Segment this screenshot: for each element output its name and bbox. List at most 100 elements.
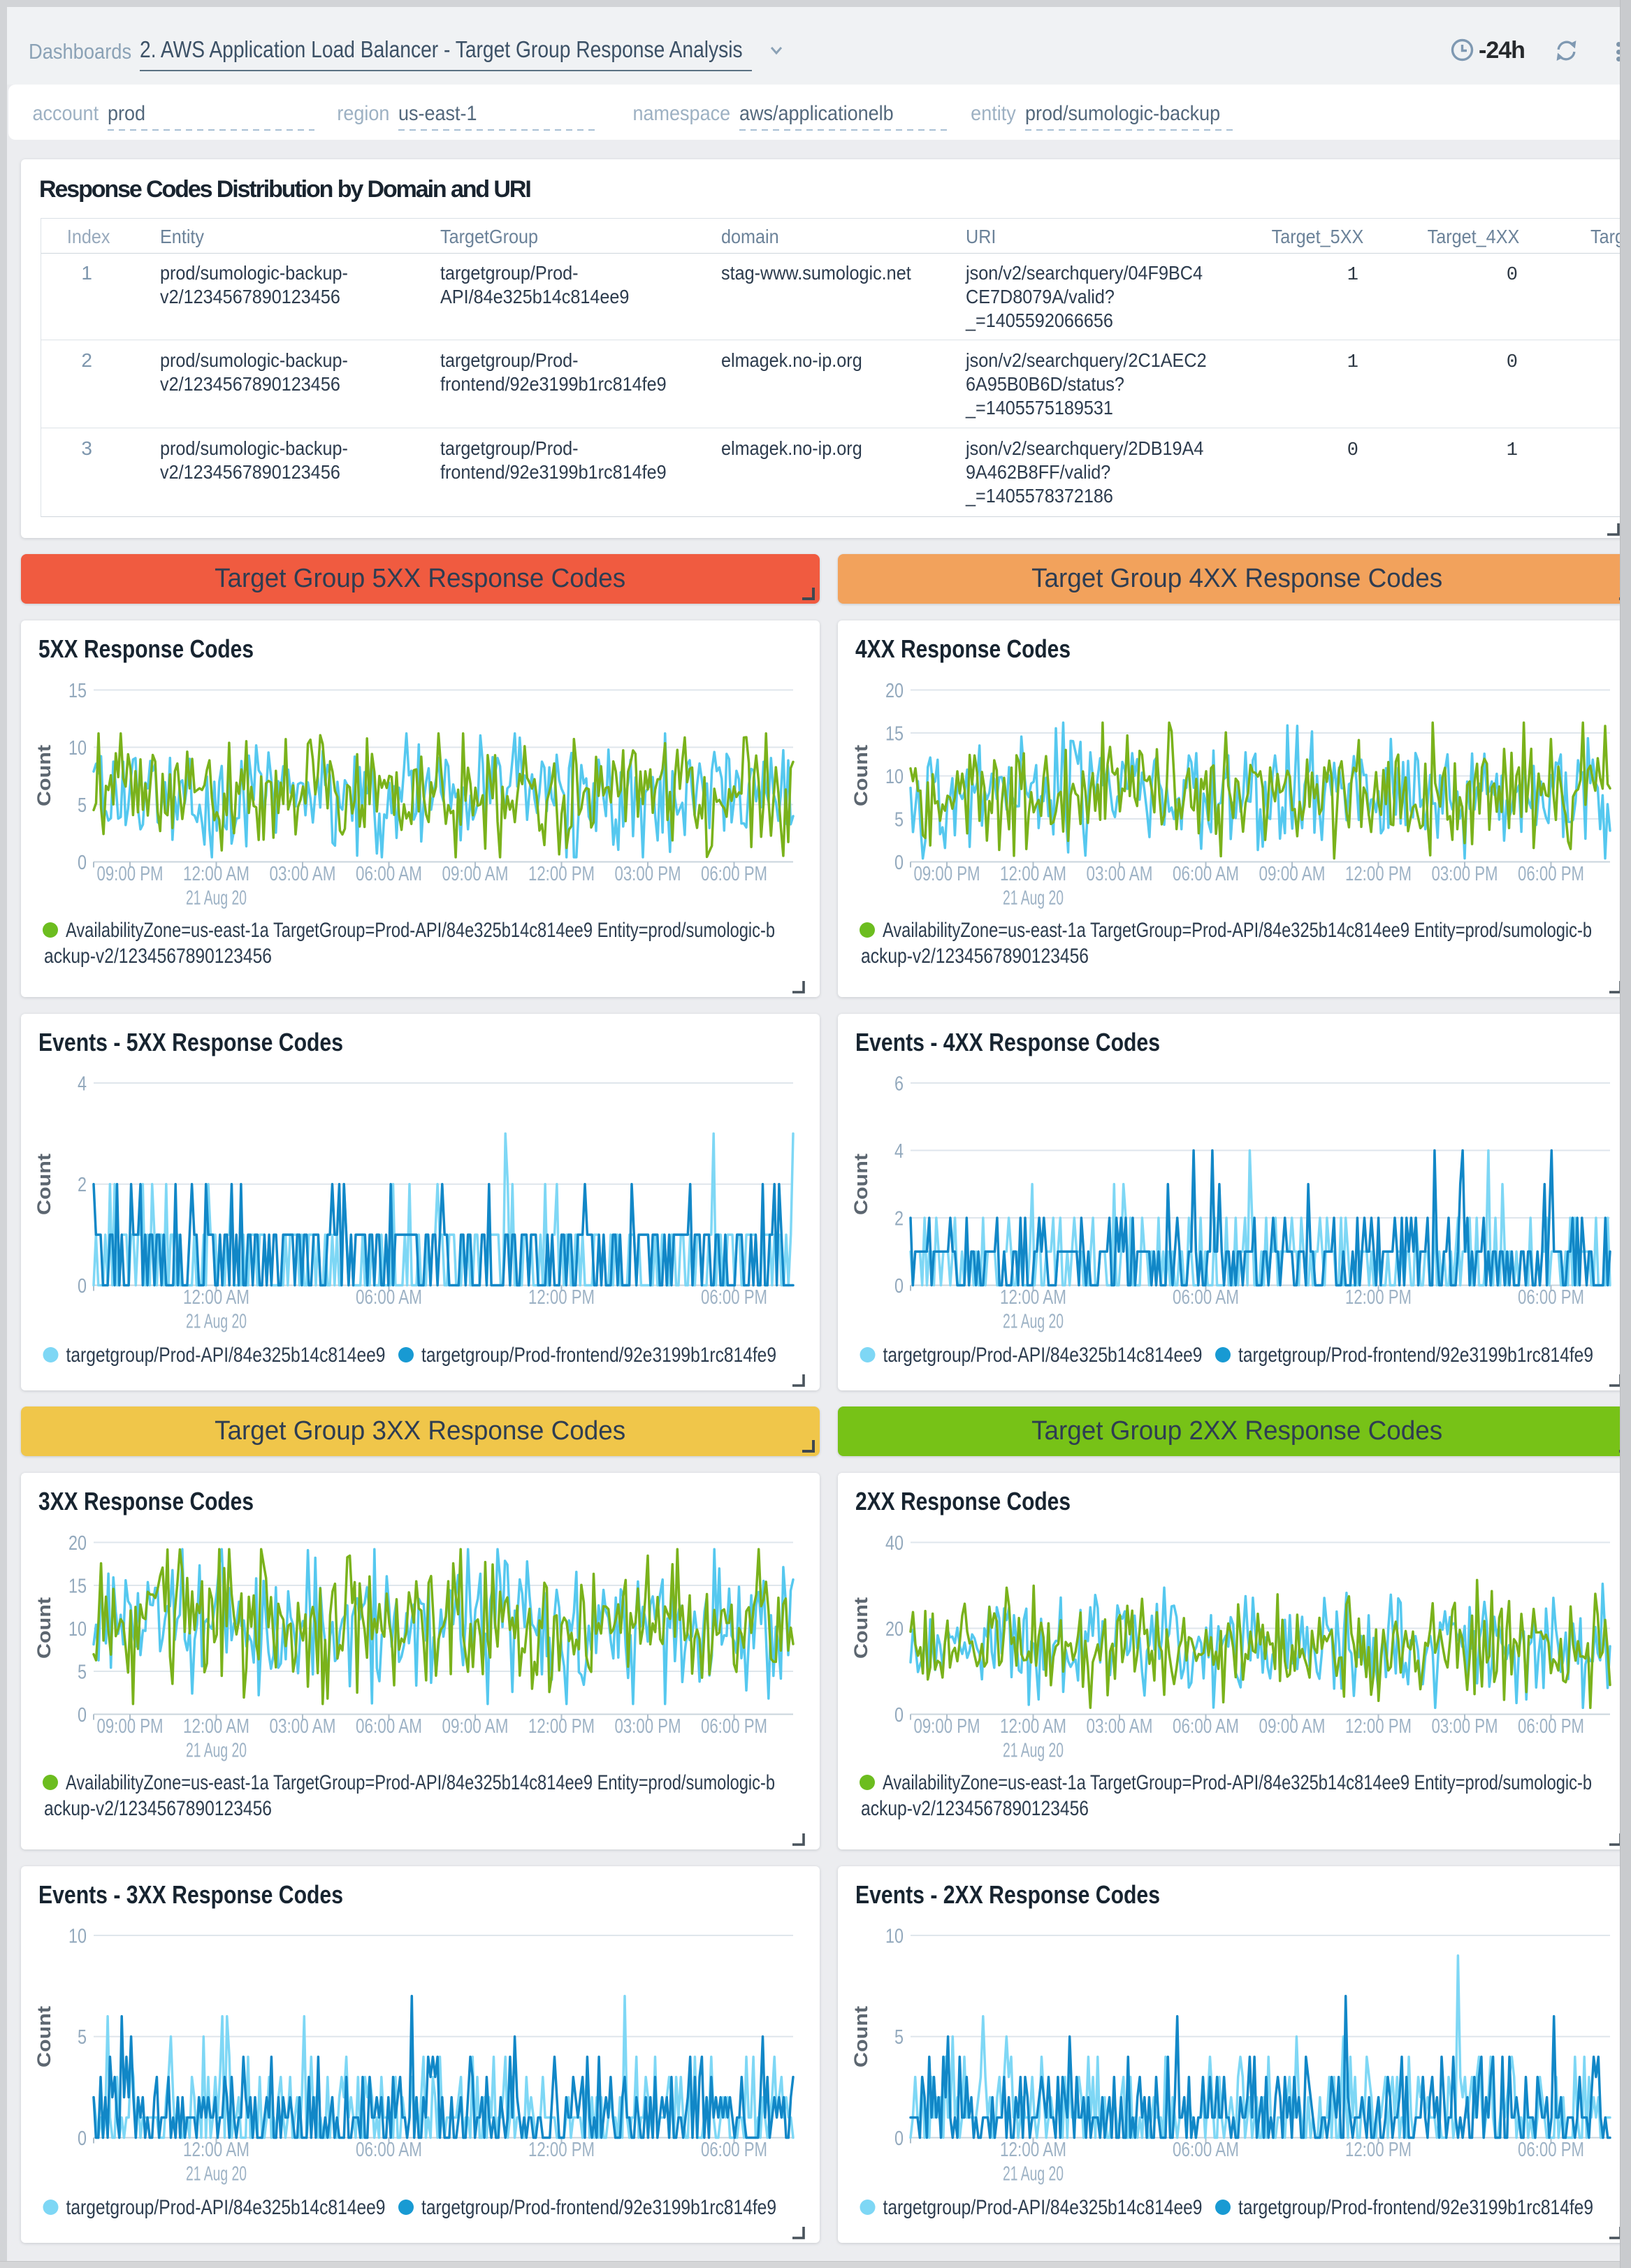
svg-text:15: 15 xyxy=(68,1576,87,1598)
svg-text:20: 20 xyxy=(885,1618,904,1641)
svg-text:40: 40 xyxy=(885,1532,904,1555)
svg-text:09:00 AM: 09:00 AM xyxy=(1259,1715,1326,1738)
svg-text:12:00 AM: 12:00 AM xyxy=(183,2139,249,2161)
svg-text:06:00 AM: 06:00 AM xyxy=(1173,863,1239,885)
svg-text:targetgroup/Prod-frontend/92e3: targetgroup/Prod-frontend/92e3199b1rc814… xyxy=(1238,1344,1593,1367)
svg-text:Events - 4XX Response Codes: Events - 4XX Response Codes xyxy=(855,1028,1160,1056)
svg-text:AvailabilityZone=us-east-1a Ta: AvailabilityZone=us-east-1a TargetGroup=… xyxy=(883,919,1592,942)
svg-text:03:00 PM: 03:00 PM xyxy=(615,863,681,885)
svg-text:06:00 PM: 06:00 PM xyxy=(1518,1715,1584,1738)
svg-text:09:00 AM: 09:00 AM xyxy=(442,1715,509,1738)
svg-text:AvailabilityZone=us-east-1a Ta: AvailabilityZone=us-east-1a TargetGroup=… xyxy=(883,1771,1592,1794)
svg-text:Events - 2XX Response Codes: Events - 2XX Response Codes xyxy=(855,1880,1160,1909)
svg-text:Count: Count xyxy=(850,745,871,806)
svg-text:Events - 3XX Response Codes: Events - 3XX Response Codes xyxy=(38,1880,343,1909)
svg-text:Count: Count xyxy=(34,1597,55,1659)
svg-text:ackup-v2/1234567890123456: ackup-v2/1234567890123456 xyxy=(44,945,272,968)
svg-text:0: 0 xyxy=(78,1275,87,1297)
svg-text:06:00 PM: 06:00 PM xyxy=(1518,1286,1584,1309)
svg-text:10: 10 xyxy=(885,766,904,788)
svg-text:21 Aug 20: 21 Aug 20 xyxy=(186,887,247,910)
svg-text:5: 5 xyxy=(78,1662,87,1684)
svg-text:targetgroup/Prod-API/84e325b14: targetgroup/Prod-API/84e325b14c814ee9 xyxy=(883,2196,1203,2219)
svg-text:Count: Count xyxy=(34,745,55,806)
svg-text:06:00 PM: 06:00 PM xyxy=(1518,863,1584,885)
svg-text:12:00 AM: 12:00 AM xyxy=(1000,1286,1066,1309)
svg-text:AvailabilityZone=us-east-1a Ta: AvailabilityZone=us-east-1a TargetGroup=… xyxy=(66,919,775,942)
svg-text:targetgroup/Prod-frontend/92e3: targetgroup/Prod-frontend/92e3199b1rc814… xyxy=(1238,2196,1593,2219)
svg-text:06:00 PM: 06:00 PM xyxy=(701,1715,767,1738)
svg-text:09:00 PM: 09:00 PM xyxy=(97,863,164,885)
svg-text:0: 0 xyxy=(894,1275,904,1297)
svg-text:targetgroup/Prod-frontend/92e3: targetgroup/Prod-frontend/92e3199b1rc814… xyxy=(421,1344,776,1367)
svg-text:Count: Count xyxy=(850,1597,871,1659)
svg-text:12:00 AM: 12:00 AM xyxy=(183,1286,249,1309)
svg-text:06:00 AM: 06:00 AM xyxy=(356,2139,422,2161)
svg-text:ackup-v2/1234567890123456: ackup-v2/1234567890123456 xyxy=(44,1797,272,1820)
svg-text:06:00 AM: 06:00 AM xyxy=(1173,1286,1239,1309)
svg-text:03:00 AM: 03:00 AM xyxy=(1087,863,1153,885)
svg-text:10: 10 xyxy=(68,1618,87,1641)
svg-text:21 Aug 20: 21 Aug 20 xyxy=(1003,1311,1064,1333)
svg-text:2XX Response Codes: 2XX Response Codes xyxy=(855,1487,1071,1515)
svg-text:21 Aug 20: 21 Aug 20 xyxy=(186,2163,247,2186)
svg-text:Count: Count xyxy=(34,2006,55,2067)
svg-text:Count: Count xyxy=(850,1154,871,1215)
svg-text:12:00 AM: 12:00 AM xyxy=(1000,863,1066,885)
svg-text:06:00 AM: 06:00 AM xyxy=(356,863,422,885)
svg-text:06:00 AM: 06:00 AM xyxy=(356,1715,422,1738)
svg-text:21 Aug 20: 21 Aug 20 xyxy=(186,1740,247,1762)
svg-text:09:00 AM: 09:00 AM xyxy=(442,863,509,885)
svg-text:Count: Count xyxy=(850,2006,871,2067)
svg-text:12:00 AM: 12:00 AM xyxy=(1000,2139,1066,2161)
svg-text:0: 0 xyxy=(78,1704,87,1727)
svg-text:0: 0 xyxy=(894,852,904,874)
svg-text:12:00 PM: 12:00 PM xyxy=(528,863,595,885)
svg-text:0: 0 xyxy=(78,2128,87,2150)
svg-text:5: 5 xyxy=(894,809,904,831)
svg-text:12:00 AM: 12:00 AM xyxy=(1000,1715,1066,1738)
svg-text:5: 5 xyxy=(78,794,87,817)
svg-text:12:00 PM: 12:00 PM xyxy=(528,1286,595,1309)
svg-text:10: 10 xyxy=(68,1926,87,1948)
svg-text:09:00 AM: 09:00 AM xyxy=(1259,863,1326,885)
svg-text:Count: Count xyxy=(34,1154,55,1215)
svg-text:5XX Response Codes: 5XX Response Codes xyxy=(38,634,254,663)
svg-text:4XX Response Codes: 4XX Response Codes xyxy=(855,634,1071,663)
svg-text:0: 0 xyxy=(78,852,87,874)
svg-text:06:00 AM: 06:00 AM xyxy=(1173,2139,1239,2161)
svg-text:2: 2 xyxy=(894,1208,904,1230)
svg-text:12:00 PM: 12:00 PM xyxy=(528,1715,595,1738)
svg-text:06:00 AM: 06:00 AM xyxy=(1173,1715,1239,1738)
svg-text:5: 5 xyxy=(78,2026,87,2049)
svg-text:12:00 AM: 12:00 AM xyxy=(183,863,249,885)
svg-text:10: 10 xyxy=(68,737,87,759)
svg-text:21 Aug 20: 21 Aug 20 xyxy=(1003,1740,1064,1762)
svg-text:12:00 PM: 12:00 PM xyxy=(1345,2139,1412,2161)
svg-text:06:00 AM: 06:00 AM xyxy=(356,1286,422,1309)
svg-text:10: 10 xyxy=(885,1926,904,1948)
svg-text:21 Aug 20: 21 Aug 20 xyxy=(1003,2163,1064,2186)
svg-text:ackup-v2/1234567890123456: ackup-v2/1234567890123456 xyxy=(861,1797,1089,1820)
svg-text:4: 4 xyxy=(78,1073,87,1096)
svg-text:09:00 PM: 09:00 PM xyxy=(914,1715,980,1738)
svg-text:4: 4 xyxy=(894,1140,904,1163)
svg-text:Events - 5XX Response Codes: Events - 5XX Response Codes xyxy=(38,1028,343,1056)
svg-text:06:00 PM: 06:00 PM xyxy=(701,1286,767,1309)
svg-text:03:00 PM: 03:00 PM xyxy=(615,1715,681,1738)
svg-text:targetgroup/Prod-API/84e325b14: targetgroup/Prod-API/84e325b14c814ee9 xyxy=(66,2196,386,2219)
svg-text:06:00 PM: 06:00 PM xyxy=(701,2139,767,2161)
svg-text:targetgroup/Prod-API/84e325b14: targetgroup/Prod-API/84e325b14c814ee9 xyxy=(883,1344,1203,1367)
svg-text:ackup-v2/1234567890123456: ackup-v2/1234567890123456 xyxy=(861,945,1089,968)
svg-text:targetgroup/Prod-API/84e325b14: targetgroup/Prod-API/84e325b14c814ee9 xyxy=(66,1344,386,1367)
svg-text:09:00 PM: 09:00 PM xyxy=(914,863,980,885)
svg-text:21 Aug 20: 21 Aug 20 xyxy=(1003,887,1064,910)
svg-text:12:00 AM: 12:00 AM xyxy=(183,1715,249,1738)
svg-text:06:00 PM: 06:00 PM xyxy=(1518,2139,1584,2161)
svg-text:12:00 PM: 12:00 PM xyxy=(1345,1286,1412,1309)
svg-text:03:00 AM: 03:00 AM xyxy=(1087,1715,1153,1738)
svg-text:15: 15 xyxy=(885,723,904,746)
svg-text:21 Aug 20: 21 Aug 20 xyxy=(186,1311,247,1333)
svg-text:targetgroup/Prod-frontend/92e3: targetgroup/Prod-frontend/92e3199b1rc814… xyxy=(421,2196,776,2219)
svg-text:6: 6 xyxy=(894,1073,904,1096)
